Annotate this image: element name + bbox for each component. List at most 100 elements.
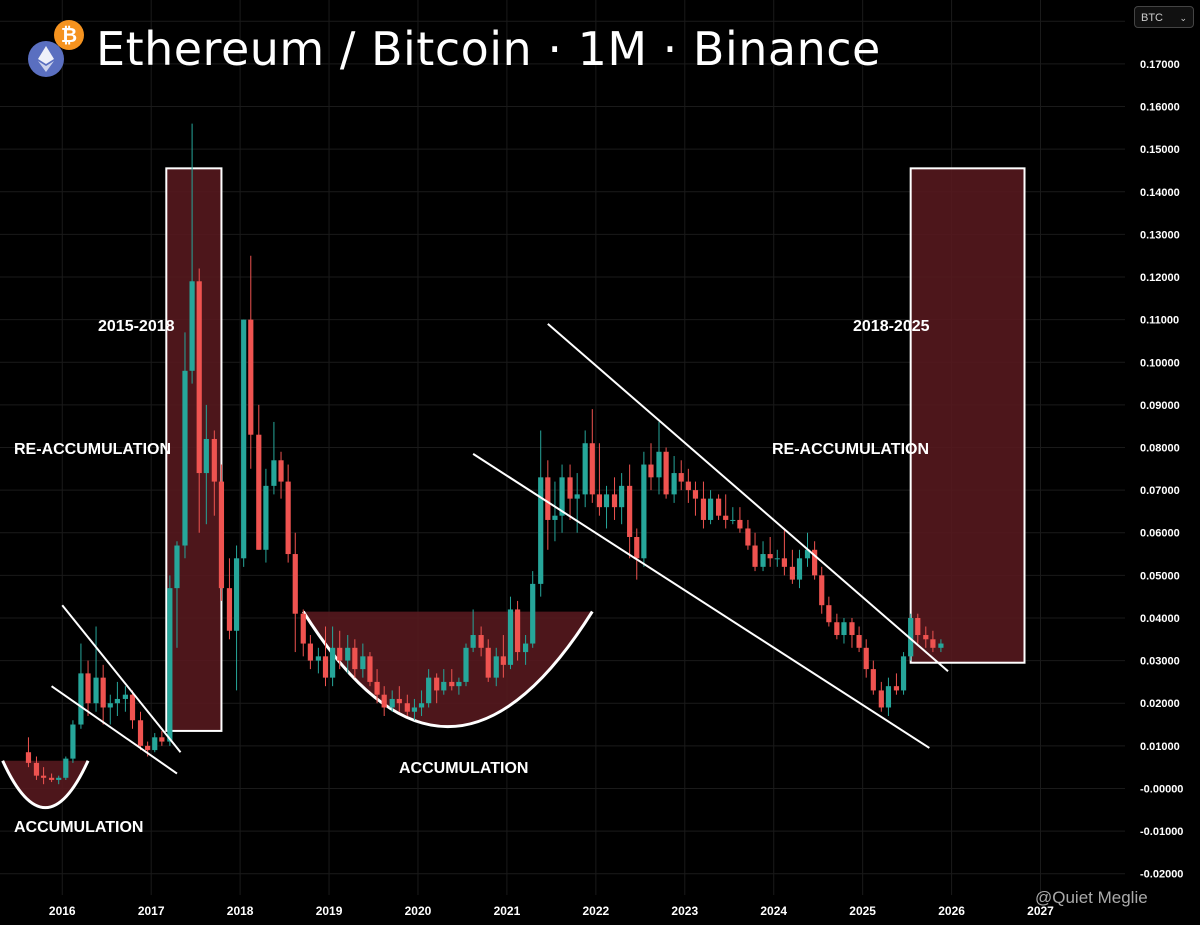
- reaccumulation-label-left: RE-ACCUMULATION: [14, 441, 172, 458]
- candle-body: [315, 656, 321, 661]
- trendlines: [51, 323, 949, 775]
- candle-body: [559, 477, 565, 516]
- candle-body: [538, 477, 544, 584]
- y-axis: 0.180000.170000.160000.150000.140000.130…: [1140, 16, 1183, 880]
- bitcoin-icon: ₿: [54, 20, 84, 50]
- x-tick-label: 2021: [494, 904, 521, 918]
- cup-2015-curve: [1, 760, 90, 809]
- candle-body: [300, 613, 306, 644]
- candle-body: [938, 643, 944, 648]
- candle-body: [656, 451, 662, 478]
- candle-body: [307, 643, 313, 661]
- candle-body: [619, 485, 625, 508]
- x-tick-label: 2026: [938, 904, 965, 918]
- candle-body: [263, 485, 269, 550]
- candle-body: [849, 622, 855, 636]
- candle-body: [841, 622, 847, 636]
- x-tick-label: 2019: [316, 904, 343, 918]
- candle-body: [426, 677, 432, 704]
- candle-body: [411, 707, 418, 712]
- candle-body: [611, 494, 618, 508]
- candle-body: [514, 609, 521, 653]
- candle-body: [715, 498, 722, 516]
- candle-body: [752, 545, 758, 567]
- candle-body: [271, 460, 277, 486]
- candle-body: [337, 647, 343, 661]
- watermark: @Quiet Meglie: [1035, 888, 1148, 907]
- candle-body: [418, 703, 425, 708]
- candle-body: [114, 698, 120, 704]
- candle-body: [915, 617, 921, 636]
- period-label-left: 2015-2018: [98, 318, 175, 335]
- lower-trendline-2022: [472, 453, 930, 749]
- x-tick-label: 2016: [49, 904, 76, 918]
- y-tick-label: 0.05000: [1140, 570, 1180, 582]
- candle-body: [641, 464, 647, 559]
- y-tick-label: 0.01000: [1140, 741, 1180, 753]
- candle-body: [381, 694, 387, 708]
- x-tick-label: 2022: [582, 904, 609, 918]
- candle-body: [33, 762, 40, 776]
- candle-body: [389, 698, 395, 708]
- y-tick-label: 0.16000: [1140, 102, 1180, 114]
- candle-body: [292, 554, 298, 614]
- candle-body: [93, 677, 99, 704]
- currency-select[interactable]: BTC ⌄: [1134, 6, 1194, 28]
- cup-2019-curve: [301, 610, 594, 729]
- candle-body: [923, 635, 929, 640]
- candle-body: [167, 588, 173, 742]
- candle-body: [404, 703, 410, 712]
- candle-body: [627, 485, 633, 537]
- candle-body: [522, 643, 529, 653]
- candle-body: [396, 698, 402, 704]
- candle-body: [189, 281, 195, 371]
- y-tick-label: 0.02000: [1140, 698, 1180, 710]
- y-tick-label: 0.13000: [1140, 229, 1180, 241]
- candle-body: [182, 370, 188, 546]
- candle-body: [352, 647, 358, 670]
- candle-body: [285, 481, 291, 555]
- currency-value: BTC: [1141, 12, 1163, 24]
- candle-body: [574, 494, 580, 499]
- re-accumulation-2018-2025: [909, 167, 1026, 664]
- candle-body: [856, 635, 862, 648]
- candle-body: [345, 647, 351, 661]
- candle-body: [745, 528, 751, 546]
- candle-body: [760, 554, 766, 567]
- candle-body: [485, 647, 491, 678]
- candle-body: [137, 720, 144, 746]
- y-tick-label: -0.01000: [1140, 826, 1183, 838]
- accumulation-label-mid: ACCUMULATION: [399, 760, 529, 777]
- candle-body: [159, 737, 165, 742]
- y-tick-label: 0.11000: [1140, 315, 1179, 327]
- x-axis: 2016 2017 2018 2019 2020 2021 2022 2023 2024 2025…: [49, 904, 1054, 918]
- candle-body: [218, 481, 225, 589]
- candle-body: [603, 494, 610, 508]
- candle-body: [804, 549, 811, 559]
- candle-body: [152, 737, 158, 751]
- candle-body: [278, 460, 284, 482]
- candle-body: [567, 477, 573, 499]
- candle-body: [107, 703, 113, 708]
- upper-trendline-2022: [547, 323, 949, 673]
- candle-body: [456, 681, 462, 687]
- candle-body: [63, 758, 69, 778]
- y-tick-label: 0.03000: [1140, 656, 1180, 668]
- candle-body: [692, 490, 699, 499]
- candle-body: [678, 473, 684, 482]
- lower-trendline-2016: [51, 685, 178, 775]
- x-tick-label: 2017: [138, 904, 165, 918]
- candle-body: [878, 690, 884, 708]
- candle-body: [470, 635, 476, 648]
- candle-body: [671, 473, 677, 495]
- candle-body: [196, 281, 202, 474]
- candle-body: [100, 677, 106, 708]
- y-tick-label: 0.14000: [1140, 187, 1180, 199]
- y-tick-label: 0.15000: [1140, 144, 1180, 156]
- candle-body: [241, 319, 247, 559]
- candle-body: [663, 451, 669, 495]
- chart-title: Ethereum / Bitcoin · 1M · Binance: [96, 22, 881, 76]
- candle-body: [834, 622, 840, 636]
- candle-body: [900, 656, 907, 691]
